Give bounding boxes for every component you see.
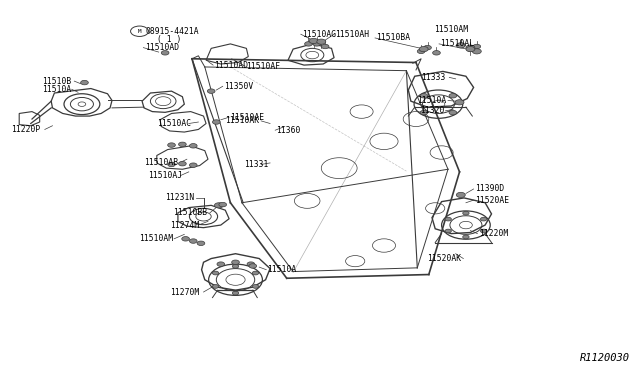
Text: M: M — [138, 29, 141, 34]
Circle shape — [445, 229, 451, 233]
Text: 11320: 11320 — [420, 106, 444, 115]
Circle shape — [247, 262, 255, 266]
Text: 11274M: 11274M — [170, 221, 199, 230]
Text: 11510BA: 11510BA — [376, 33, 410, 42]
Text: 11220P: 11220P — [12, 125, 41, 134]
Text: R1120030: R1120030 — [580, 353, 630, 363]
Circle shape — [232, 260, 239, 264]
Circle shape — [466, 46, 475, 52]
Circle shape — [455, 100, 464, 105]
Circle shape — [419, 46, 428, 52]
Circle shape — [161, 51, 169, 55]
Circle shape — [424, 45, 431, 50]
Circle shape — [313, 42, 321, 46]
Circle shape — [168, 143, 175, 147]
Text: ( 1 ): ( 1 ) — [157, 35, 181, 44]
Circle shape — [219, 202, 227, 207]
Circle shape — [481, 217, 487, 221]
Circle shape — [217, 262, 225, 266]
Text: 11510AB: 11510AB — [144, 158, 178, 167]
Text: 11520AK: 11520AK — [428, 254, 461, 263]
Circle shape — [179, 142, 186, 147]
Circle shape — [309, 38, 318, 44]
Circle shape — [457, 43, 465, 48]
Circle shape — [467, 47, 474, 51]
Circle shape — [433, 51, 440, 55]
Circle shape — [249, 264, 257, 268]
Circle shape — [214, 203, 223, 208]
Text: 11510AE: 11510AE — [230, 113, 264, 122]
Circle shape — [212, 271, 219, 275]
Circle shape — [189, 144, 197, 148]
Circle shape — [189, 163, 197, 167]
Circle shape — [168, 162, 175, 167]
Text: 08915-4421A: 08915-4421A — [146, 27, 200, 36]
Text: 11510AL: 11510AL — [440, 39, 474, 48]
Text: 11510A: 11510A — [42, 85, 71, 94]
Text: 11220M: 11220M — [479, 229, 508, 238]
Circle shape — [179, 161, 186, 166]
Text: 11360: 11360 — [276, 126, 301, 135]
Text: 11510AH: 11510AH — [335, 30, 369, 39]
Text: 11510AM: 11510AM — [434, 25, 468, 33]
Circle shape — [463, 235, 469, 239]
Text: 11510AC: 11510AC — [157, 119, 191, 128]
Circle shape — [252, 285, 259, 288]
Text: 11510AD: 11510AD — [214, 61, 248, 70]
Text: 11510AF: 11510AF — [246, 62, 280, 71]
Circle shape — [456, 43, 465, 48]
Circle shape — [212, 285, 219, 288]
Text: 11510AG: 11510AG — [302, 30, 336, 39]
Text: 11270M: 11270M — [170, 288, 199, 296]
Text: 11390D: 11390D — [475, 185, 504, 193]
Circle shape — [456, 192, 465, 198]
Circle shape — [232, 291, 239, 295]
Text: 11510A: 11510A — [268, 265, 297, 274]
Circle shape — [305, 42, 312, 46]
Circle shape — [212, 120, 220, 124]
Circle shape — [189, 239, 197, 243]
Text: 11510AK: 11510AK — [225, 116, 259, 125]
Text: 11510AJ: 11510AJ — [148, 171, 182, 180]
Text: 11333: 11333 — [421, 73, 445, 82]
Text: 11510AD: 11510AD — [145, 43, 179, 52]
Circle shape — [473, 44, 481, 49]
Circle shape — [445, 217, 451, 221]
Circle shape — [481, 229, 487, 233]
Text: 11510AM: 11510AM — [140, 234, 173, 243]
Circle shape — [449, 110, 457, 115]
Circle shape — [449, 93, 457, 98]
Circle shape — [197, 241, 205, 246]
Text: 11231N: 11231N — [165, 193, 195, 202]
Circle shape — [252, 271, 259, 275]
Text: 11350V: 11350V — [224, 82, 253, 91]
Text: 11520AE: 11520AE — [475, 196, 509, 205]
Circle shape — [466, 45, 475, 50]
Circle shape — [420, 110, 428, 115]
Circle shape — [232, 264, 239, 268]
Circle shape — [420, 93, 428, 98]
Text: 11510BB: 11510BB — [173, 208, 207, 217]
Text: 11510B: 11510B — [42, 77, 71, 86]
Circle shape — [207, 89, 215, 93]
Text: 11331: 11331 — [244, 160, 269, 169]
Circle shape — [321, 44, 329, 49]
Circle shape — [472, 49, 481, 54]
Circle shape — [417, 49, 425, 54]
Circle shape — [182, 237, 189, 241]
Text: 11510A: 11510A — [417, 96, 447, 105]
Circle shape — [317, 39, 326, 44]
Circle shape — [81, 80, 88, 85]
Circle shape — [463, 211, 469, 215]
